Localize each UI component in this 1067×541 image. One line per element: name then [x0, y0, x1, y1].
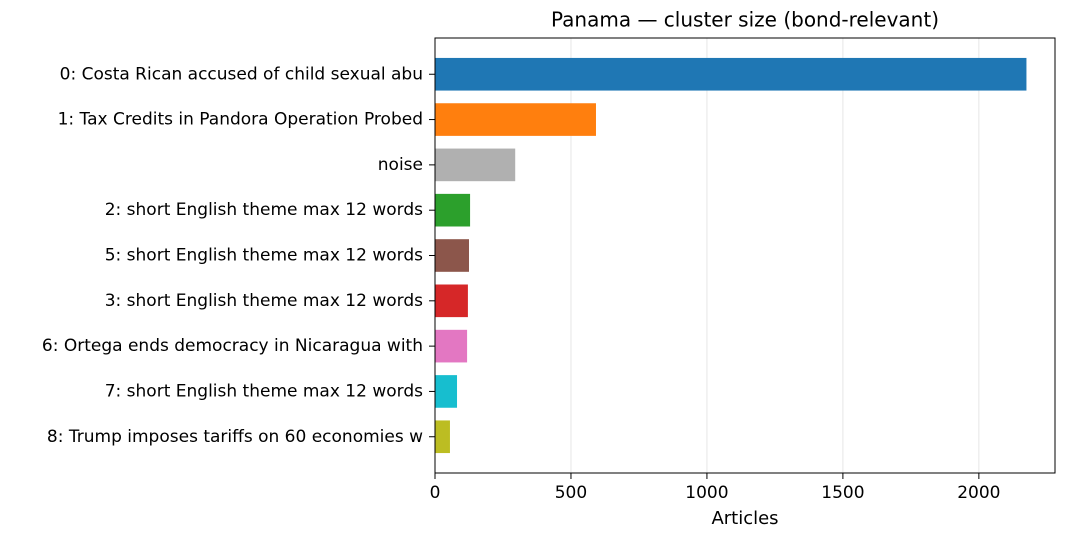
- y-tick-label: 3: short English theme max 12 words: [105, 291, 423, 311]
- y-tick-label: 0: Costa Rican accused of child sexual a…: [60, 64, 423, 84]
- plot-frame: [434, 37, 1056, 474]
- bar: [435, 239, 469, 272]
- x-tick-label: 0: [430, 483, 441, 503]
- bar: [435, 420, 450, 454]
- y-tick-label: 5: short English theme max 12 words: [105, 246, 423, 266]
- bar: [435, 103, 596, 136]
- bar: [435, 284, 468, 318]
- x-tick-label: 500: [555, 483, 587, 503]
- y-tick-label: 1: Tax Credits in Pandora Operation Prob…: [58, 110, 423, 130]
- x-tick-label: 1000: [685, 483, 728, 503]
- bar: [435, 148, 516, 182]
- x-tick-label: 2000: [957, 483, 1000, 503]
- bar: [435, 57, 1027, 91]
- y-tick-label: 2: short English theme max 12 words: [105, 200, 423, 220]
- bar: [435, 329, 468, 363]
- y-tick-label: 6: Ortega ends democracy in Nicaragua wi…: [42, 336, 423, 356]
- y-tick-label: 8: Trump imposes tariffs on 60 economies…: [47, 427, 423, 447]
- y-tick-label: noise: [378, 155, 423, 175]
- x-tick-label: 1500: [821, 483, 864, 503]
- bar: [435, 193, 471, 227]
- y-tick-label: 7: short English theme max 12 words: [105, 381, 423, 401]
- x-axis-label: Articles: [711, 508, 778, 529]
- bar: [435, 375, 458, 408]
- chart-title: Panama — cluster size (bond-relevant): [551, 8, 939, 32]
